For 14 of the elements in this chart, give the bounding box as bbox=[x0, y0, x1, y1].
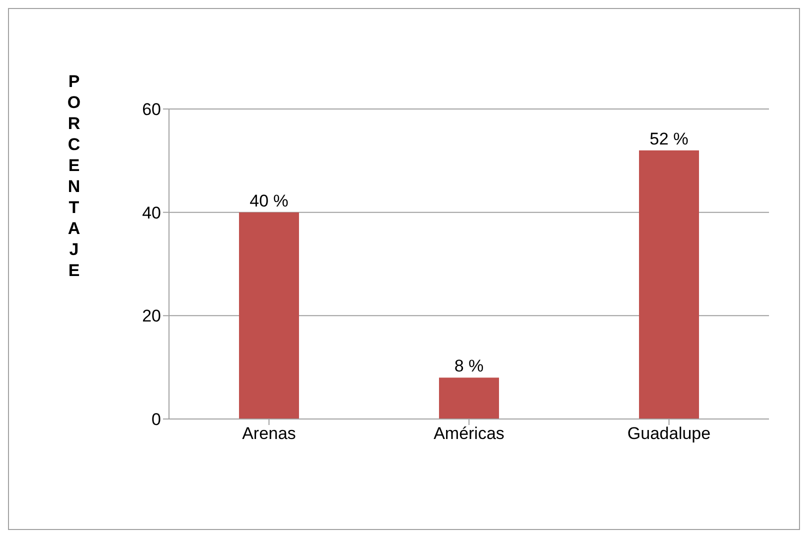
x-tick-label: Américas bbox=[434, 424, 504, 444]
bar bbox=[439, 378, 499, 419]
data-label: 40 % bbox=[250, 191, 288, 210]
x-tick-label: Guadalupe bbox=[627, 424, 711, 444]
y-tick-label: 40 bbox=[142, 203, 161, 222]
y-tick-label: 60 bbox=[142, 100, 161, 120]
data-label: 8 % bbox=[454, 356, 484, 376]
y-tick-label: 0 bbox=[152, 410, 161, 430]
data-label: 52 % bbox=[650, 129, 688, 148]
bar bbox=[239, 212, 299, 419]
y-tick-label: 20 bbox=[142, 306, 161, 326]
bar bbox=[639, 150, 699, 419]
x-tick-label: Arenas bbox=[242, 424, 296, 444]
text: PORCENTAJE bbox=[67, 72, 81, 280]
